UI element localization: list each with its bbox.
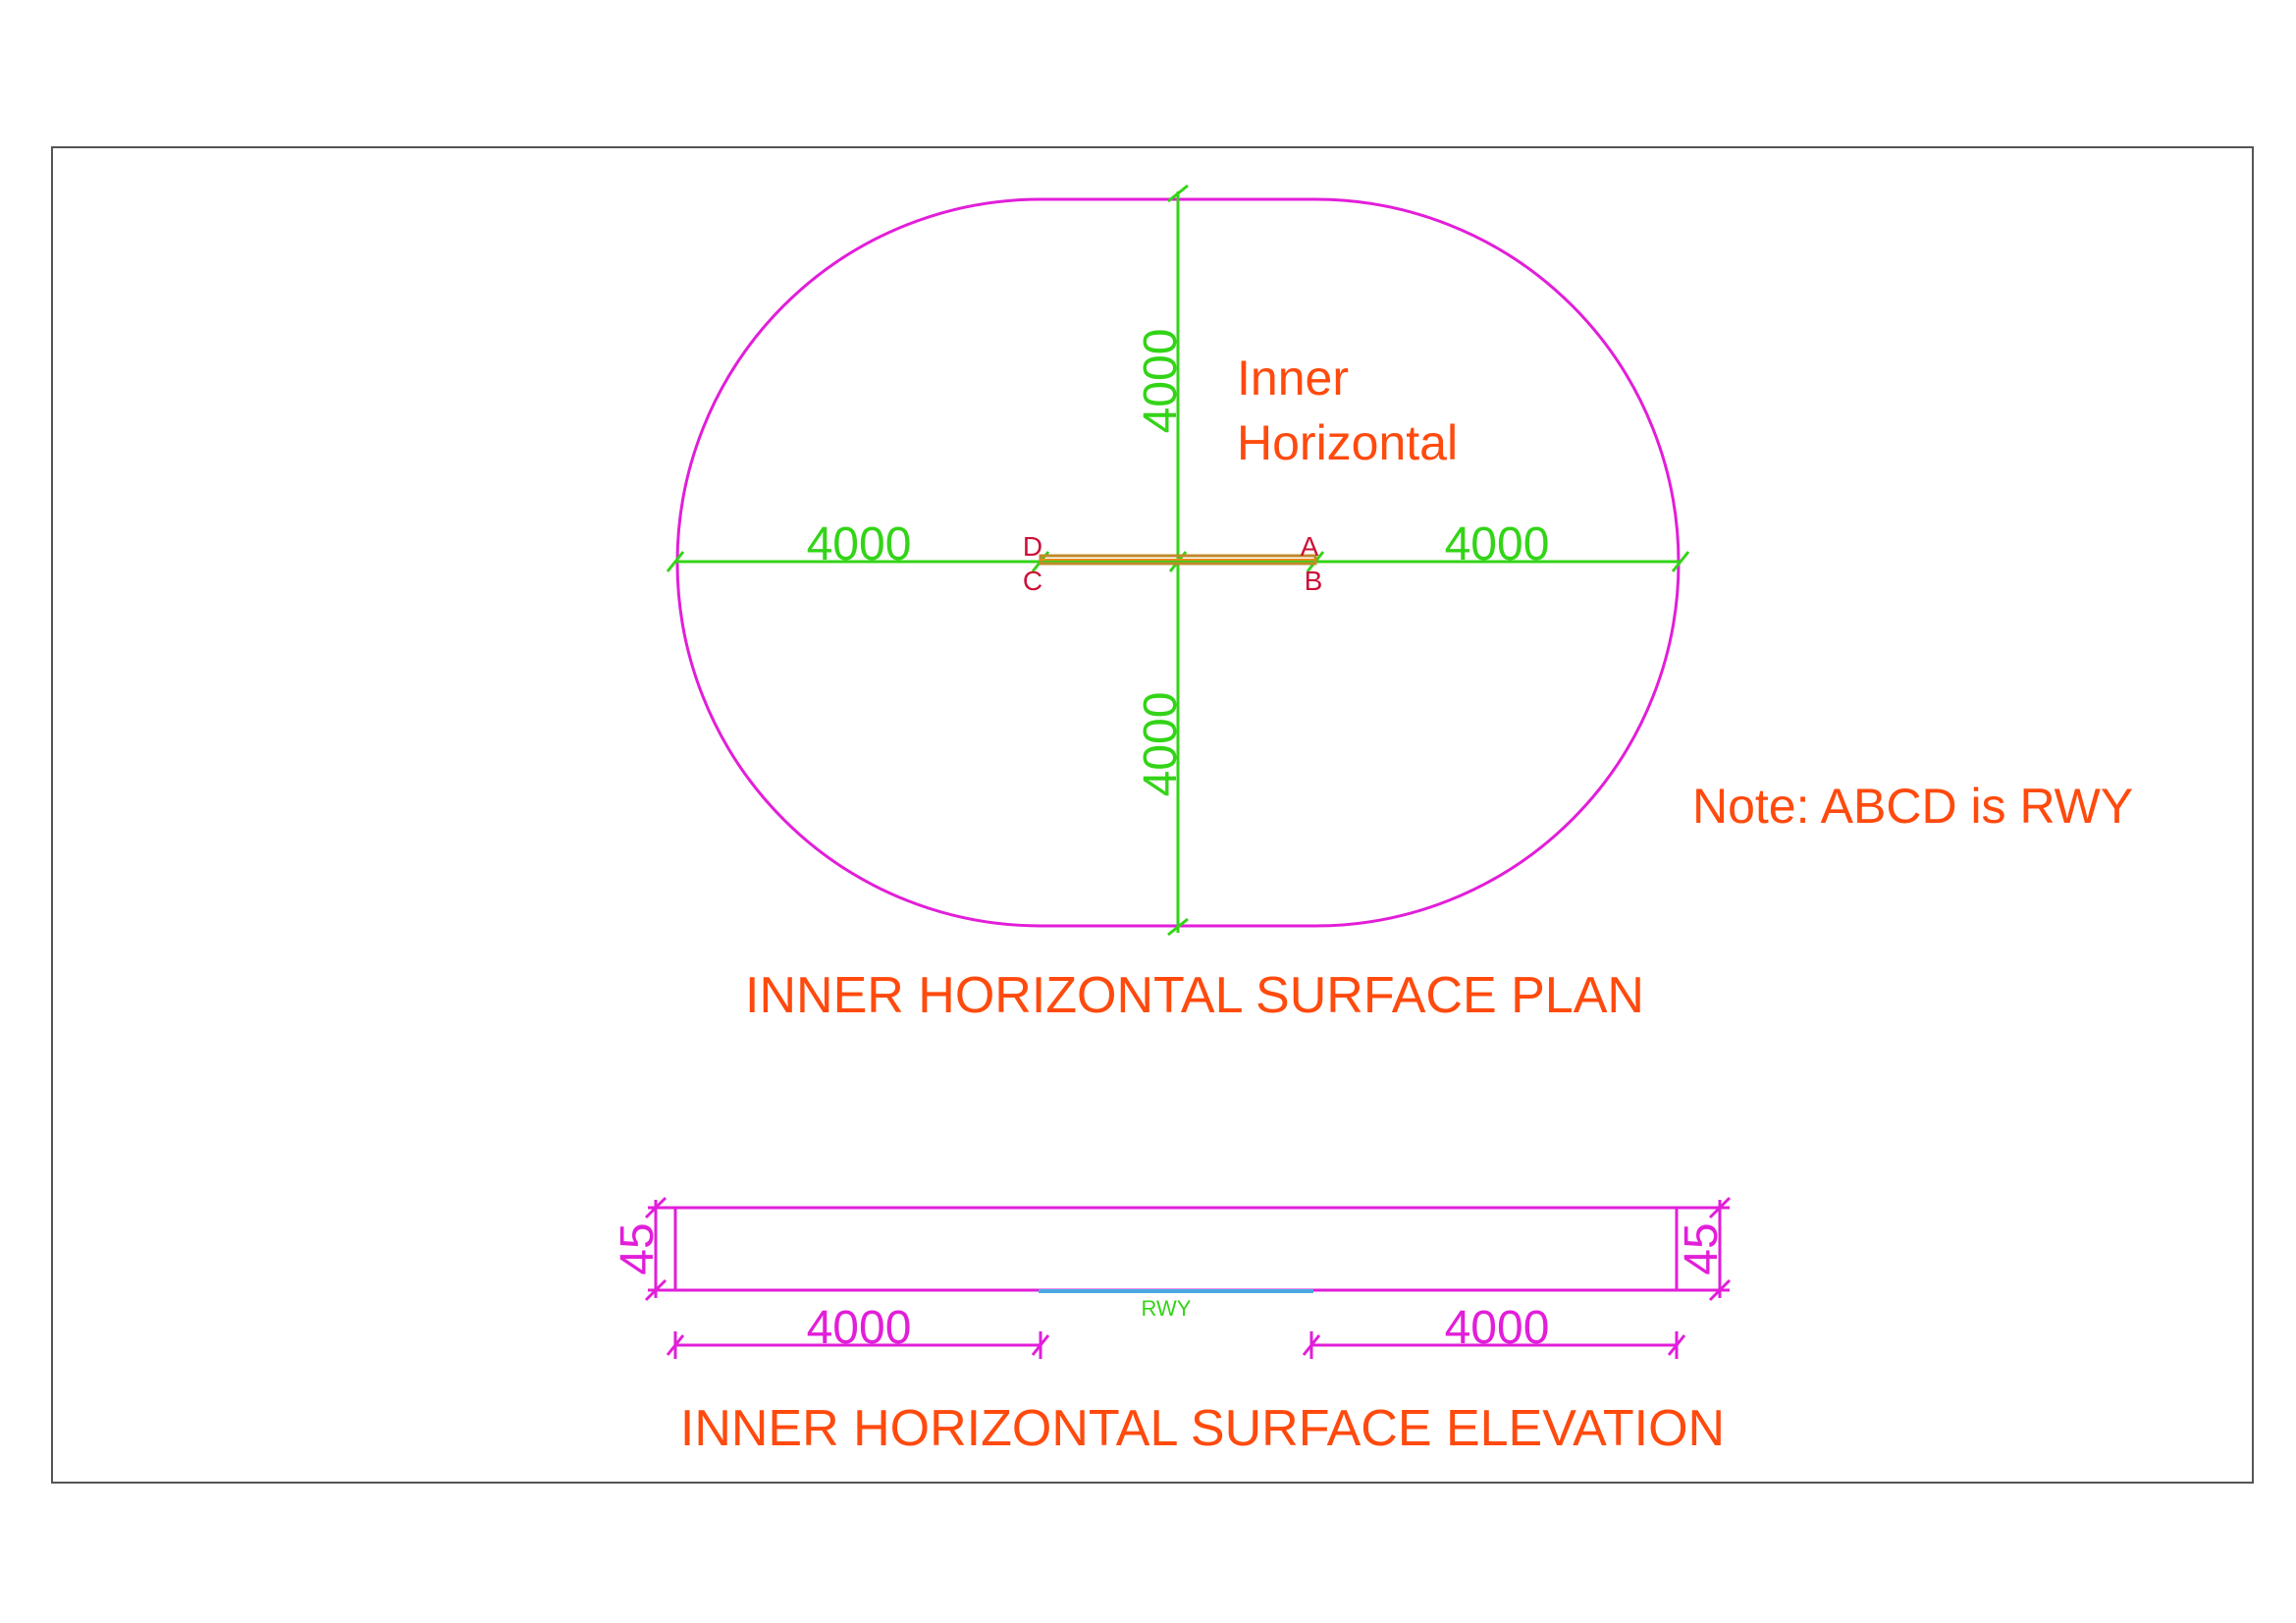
inner-label-line1: Inner <box>1237 351 1349 406</box>
elevation-surface <box>673 1206 1679 1292</box>
elevation-title: INNER HORIZONTAL SURFACE ELEVATION <box>680 1400 1725 1457</box>
runway-note: Note: ABCD is RWY <box>1692 779 2133 834</box>
elevation-left-width: 4000 <box>807 1302 912 1354</box>
drawing-frame <box>51 146 2254 1484</box>
plan-title: INNER HORIZONTAL SURFACE PLAN <box>745 967 1644 1024</box>
point-c-label: C <box>1023 566 1042 596</box>
plan-vertical-ticks <box>1167 184 1189 937</box>
point-d-label: D <box>1023 531 1042 562</box>
point-b-label: B <box>1305 566 1323 596</box>
plan-dim-right: 4000 <box>1445 518 1550 570</box>
inner-label-line2: Horizontal <box>1237 415 1458 470</box>
elevation-right-width: 4000 <box>1445 1302 1550 1354</box>
elevation-view: RWY 45 45 4000 <box>612 1196 1732 1457</box>
plan-dim-left: 4000 <box>807 518 912 570</box>
elevation-left-height: 45 <box>612 1222 664 1274</box>
point-a-label: A <box>1301 531 1319 562</box>
plan-dim-top: 4000 <box>1135 329 1187 434</box>
plan-dim-bottom: 4000 <box>1135 692 1187 797</box>
elevation-rwy-label: RWY <box>1142 1296 1192 1321</box>
inner-horizontal-outline <box>675 197 1681 928</box>
plan-view: 4000 4000 4000 4000 Inner Horizontal D C… <box>666 184 2133 1024</box>
elevation-right-height: 45 <box>1676 1222 1728 1274</box>
